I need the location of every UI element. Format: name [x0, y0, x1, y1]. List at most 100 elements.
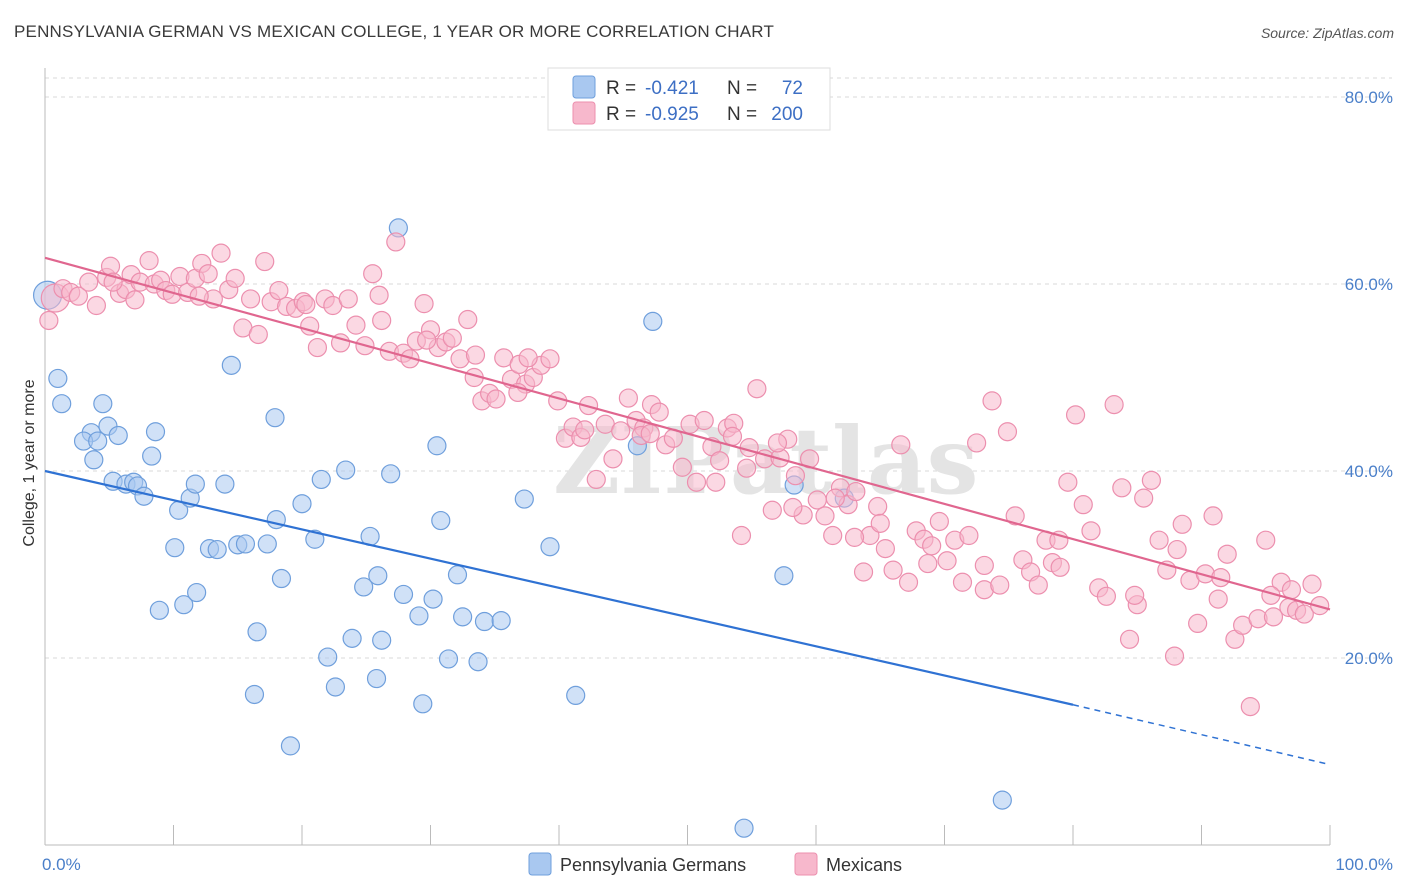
pennsylvania-germans-point-52 — [413, 694, 433, 714]
mexicans-point-109 — [853, 562, 874, 582]
mexicans-point-6 — [86, 295, 107, 316]
mexicans-point-185 — [767, 433, 788, 453]
mexicans-point-195 — [1208, 589, 1228, 609]
pennsylvania-germans-point-21 — [149, 600, 169, 620]
mexicans-point-57 — [458, 309, 478, 330]
pennsylvania-germans-point-48 — [381, 464, 401, 484]
pennsylvania-germans-point-23 — [187, 582, 207, 603]
mexicans-point-141 — [1096, 586, 1117, 606]
mexicans-point-124 — [967, 433, 987, 453]
pennsylvania-germans-point-55 — [431, 510, 451, 531]
mexicans-point-32 — [269, 280, 289, 301]
pennsylvania-germans-point-50 — [393, 584, 414, 605]
legend-n-label-1: N = — [727, 78, 757, 99]
mexicans-point-188 — [844, 527, 865, 547]
y-tick-label-0: 20.0% — [1345, 649, 1393, 668]
legend-swatch-blue — [572, 75, 596, 99]
pennsylvania-germans-point-51 — [409, 606, 429, 626]
mexicans-point-127 — [990, 575, 1010, 595]
pennsylvania-germans-point-60 — [474, 611, 495, 632]
mexicans-point-193 — [1125, 585, 1145, 605]
legend-bottom-label-blue: Pennsylvania Germans — [560, 855, 746, 875]
mexicans-point-4 — [68, 286, 89, 306]
pennsylvania-germans-point-57 — [447, 565, 468, 585]
legend-top: R = -0.421 N = 72 R = -0.925 N = 200 — [547, 67, 831, 131]
mexicans-point-88 — [694, 410, 714, 431]
pennsylvania-germans-point-62 — [514, 489, 534, 509]
mexicans-point-160 — [1240, 697, 1260, 717]
mexicans-point-186 — [783, 497, 803, 518]
mexicans-point-0 — [39, 310, 59, 331]
legend-bottom-swatch-pink — [794, 852, 818, 876]
pennsylvania-germans-point-15 — [142, 446, 162, 466]
trendline-pennsylvania-germans-extension — [1072, 704, 1331, 766]
mexicans-point-136 — [1058, 472, 1078, 492]
mexicans-point-190 — [918, 553, 938, 574]
pennsylvania-germans-point-25 — [207, 539, 227, 560]
mexicans-point-55 — [442, 328, 462, 348]
legend-r-label-2: R = — [606, 104, 636, 125]
pennsylvania-germans-point-37 — [305, 529, 325, 549]
mexicans-point-148 — [1149, 530, 1169, 550]
legend-r-value-1: -0.421 — [645, 78, 699, 99]
mexicans-point-181 — [640, 424, 660, 444]
pennsylvania-germans-point-71 — [992, 790, 1012, 810]
pennsylvania-germans-point-16 — [145, 422, 166, 442]
mexicans-point-108 — [846, 481, 866, 502]
pennsylvania-germans-point-7 — [84, 450, 104, 470]
mexicans-point-114 — [891, 435, 911, 455]
mexicans-point-85 — [672, 457, 692, 477]
mexicans-point-153 — [1188, 613, 1208, 634]
mexicans-point-163 — [1263, 607, 1284, 627]
mexicans-point-95 — [747, 379, 767, 399]
mexicans-point-103 — [807, 490, 827, 510]
mexicans-point-147 — [1141, 470, 1161, 490]
pennsylvania-germans-point-43 — [354, 577, 374, 597]
pennsylvania-germans-point-14 — [134, 486, 154, 506]
pennsylvania-germans-point-36 — [292, 494, 312, 514]
mexicans-point-47 — [386, 232, 406, 252]
mexicans-point-74 — [586, 469, 606, 490]
legend-bottom-label-pink: Mexicans — [826, 855, 902, 875]
mexicans-point-167 — [1294, 604, 1314, 624]
mexicans-point-168 — [1302, 574, 1322, 594]
chart-title: PENNSYLVANIA GERMAN VS MEXICAN COLLEGE, … — [14, 22, 775, 41]
pennsylvania-germans-point-68 — [774, 566, 794, 586]
mexicans-point-41 — [338, 289, 358, 309]
mexicans-point-157 — [1217, 544, 1237, 564]
y-tick-label-2: 60.0% — [1345, 275, 1393, 294]
pennsylvania-germans-point-61 — [491, 610, 511, 631]
pennsylvania-germans-point-46 — [368, 566, 388, 586]
pennsylvania-germans-point-42 — [342, 628, 362, 648]
mexicans-point-173 — [296, 294, 316, 315]
mexicans-point-26 — [225, 268, 245, 288]
mexicans-point-87 — [686, 472, 707, 492]
mexicans-point-105 — [823, 525, 843, 546]
mexicans-point-112 — [875, 539, 895, 559]
mexicans-point-76 — [603, 449, 623, 469]
mexicans-point-135 — [1050, 557, 1070, 577]
mexicans-point-5 — [79, 272, 99, 292]
legend-bottom-swatch-blue — [528, 852, 552, 876]
mexicans-point-68 — [540, 349, 560, 369]
tick-labels: 20.0% 40.0% 60.0% 80.0% 0.0% 100.0% — [42, 88, 1393, 874]
mexicans-point-93 — [731, 525, 752, 546]
mexicans-point-113 — [883, 560, 903, 580]
mexicans-point-45 — [372, 310, 392, 331]
pennsylvania-germans-point-39 — [318, 647, 338, 667]
series-mexicans — [39, 232, 1330, 717]
mexicans-point-187 — [825, 488, 845, 508]
mexicans-point-8 — [100, 256, 121, 276]
legend-n-value-2: 200 — [771, 104, 803, 125]
pennsylvania-germans-point-72 — [244, 684, 265, 705]
legend-r-label-1: R = — [606, 78, 636, 99]
pennsylvania-germans-point-31 — [257, 534, 277, 554]
mexicans-point-182 — [706, 472, 726, 492]
mexicans-point-123 — [959, 525, 979, 546]
mexicans-point-126 — [982, 391, 1002, 411]
mexicans-point-189 — [870, 513, 890, 533]
pennsylvania-germans-point-20 — [185, 474, 205, 494]
trendline-mexicans — [44, 256, 1331, 611]
mexicans-point-61 — [486, 389, 506, 409]
mexicans-point-90 — [710, 451, 730, 471]
